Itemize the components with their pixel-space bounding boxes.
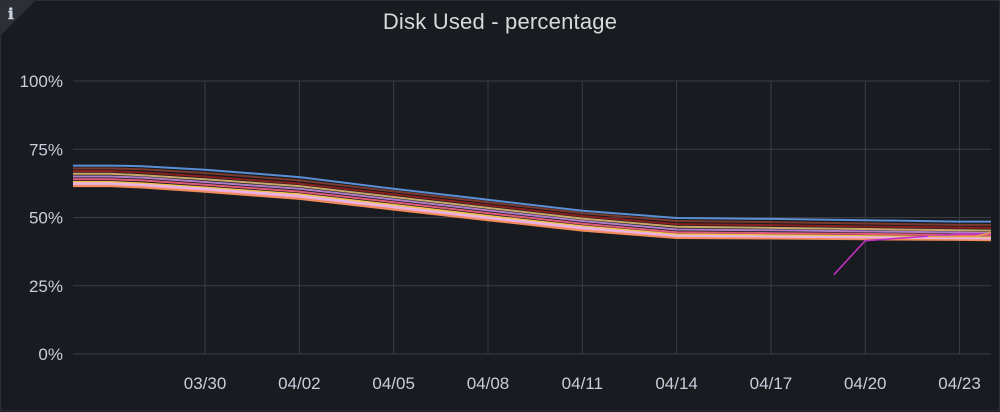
series-line-1[interactable] — [73, 164, 991, 223]
x-tick-label: 04/02 — [278, 374, 321, 393]
x-tick-label: 04/17 — [750, 374, 793, 393]
series-line-4[interactable] — [73, 172, 992, 232]
y-tick-label: 0% — [38, 345, 63, 364]
y-tick-label: 25% — [29, 277, 63, 296]
x-tick-label: 04/11 — [562, 374, 603, 393]
series-line-5[interactable] — [73, 175, 992, 235]
series-line-6[interactable] — [73, 178, 992, 237]
x-tick-label: 04/08 — [467, 374, 510, 393]
series-line-9[interactable] — [73, 185, 992, 242]
extra-series-line-1[interactable] — [833, 233, 991, 276]
series-line-7[interactable] — [73, 181, 992, 239]
extra-series-line-2[interactable] — [928, 231, 992, 238]
panel-info-corner[interactable] — [1, 1, 35, 35]
panel-title[interactable]: Disk Used - percentage — [382, 9, 618, 34]
grid-lines — [73, 80, 991, 355]
series-line-3[interactable] — [73, 170, 992, 229]
x-tick-label: 04/05 — [372, 374, 415, 393]
series-lines — [73, 164, 992, 276]
x-tick-label: 04/14 — [655, 374, 698, 393]
y-tick-label: 75% — [29, 140, 63, 159]
x-axis-ticks: 03/30 04/02 04/05 04/08 04/11 04/14 04/17 04/20… — [184, 374, 981, 393]
y-tick-label: 50% — [29, 209, 63, 228]
series-line-10[interactable] — [73, 182, 992, 240]
y-tick-label: 100% — [20, 72, 63, 91]
series-line-2[interactable] — [73, 167, 991, 226]
x-tick-label: 04/23 — [938, 374, 981, 393]
x-tick-label: 04/20 — [844, 374, 887, 393]
x-tick-label: 03/30 — [184, 374, 227, 393]
y-axis-ticks: 0% 25% 50% 75% 100% — [20, 72, 63, 364]
info-icon[interactable]: ℹ — [8, 5, 14, 23]
